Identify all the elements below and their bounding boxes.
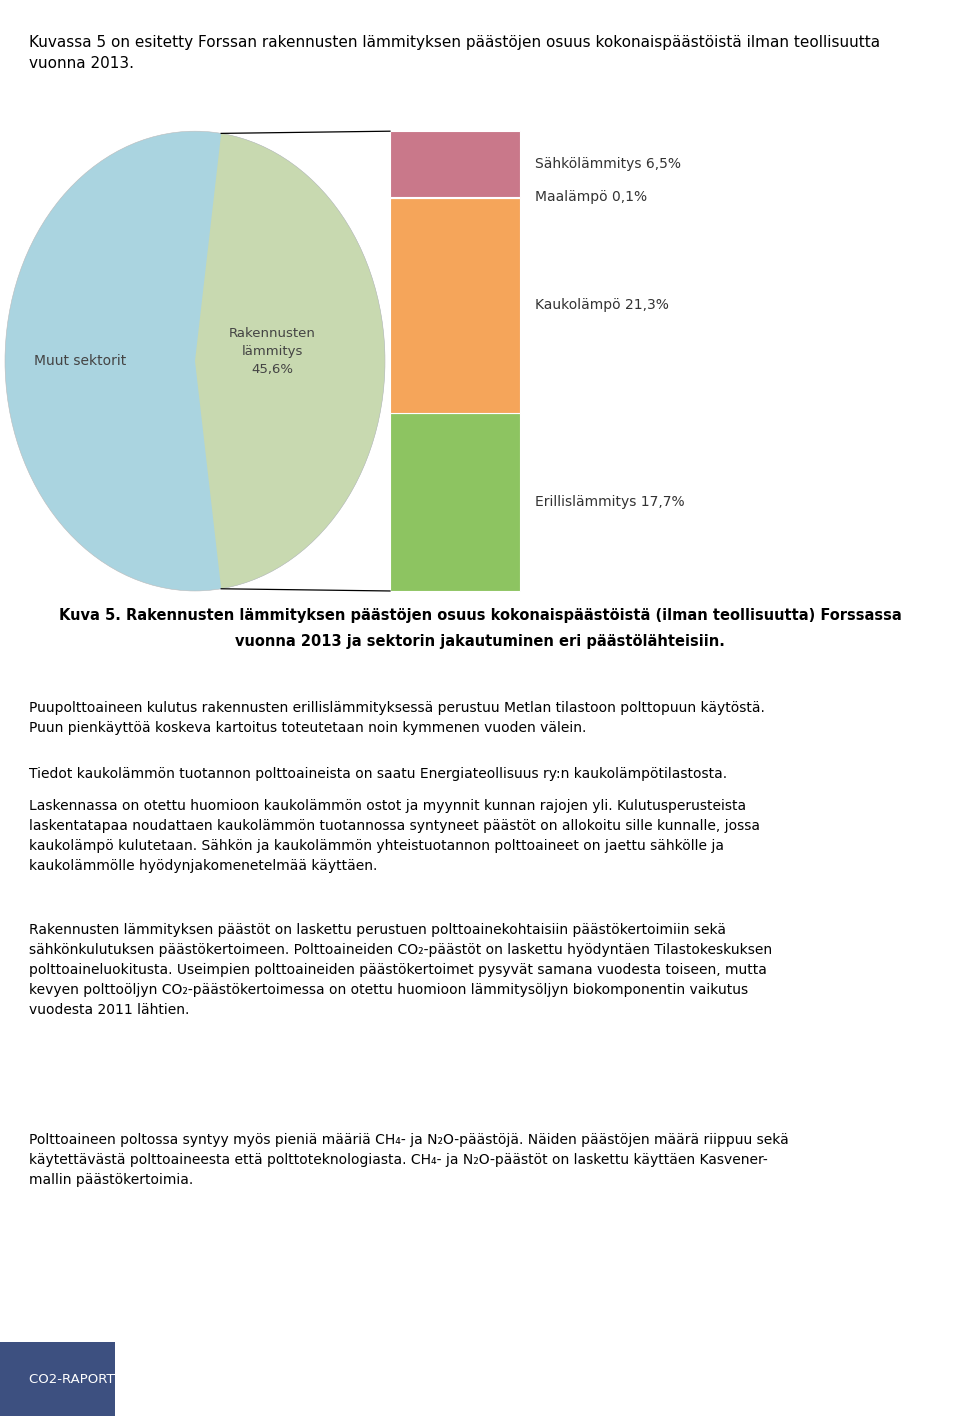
- Bar: [0, 1342, 115, 1416]
- Bar: [390, 198, 520, 412]
- PathPatch shape: [195, 133, 385, 589]
- Text: Rakennusten
lämmitys
45,6%: Rakennusten lämmitys 45,6%: [228, 327, 316, 375]
- Text: Rakennusten lämmityksen päästöt on laskettu perustuen polttoainekohtaisiin pääst: Rakennusten lämmityksen päästöt on laske…: [29, 923, 772, 1018]
- Text: CO2-RAPORTTI  |  BENVIROC OY 2015: CO2-RAPORTTI | BENVIROC OY 2015: [29, 1372, 276, 1386]
- Text: 18: 18: [893, 1365, 931, 1393]
- Text: Erillislämmitys 17,7%: Erillislämmitys 17,7%: [535, 494, 684, 508]
- Text: Polttoaineen poltossa syntyy myös pieniä määriä CH₄- ja N₂O-päästöjä. Näiden pää: Polttoaineen poltossa syntyy myös pieniä…: [29, 1133, 788, 1187]
- Text: Muut sektorit: Muut sektorit: [34, 354, 126, 368]
- Text: Maalämpö 0,1%: Maalämpö 0,1%: [535, 190, 647, 204]
- Text: Kaukolämpö 21,3%: Kaukolämpö 21,3%: [535, 299, 669, 312]
- Text: Puupolttoaineen kulutus rakennusten erillislämmityksessä perustuu Metlan tilasto: Puupolttoaineen kulutus rakennusten eril…: [29, 701, 765, 735]
- Ellipse shape: [5, 132, 385, 590]
- Text: Kuvassa 5 on esitetty Forssan rakennusten lämmityksen päästöjen osuus kokonaispä: Kuvassa 5 on esitetty Forssan rakennuste…: [29, 35, 880, 71]
- Bar: [390, 412, 520, 590]
- Text: Kuva 5. Rakennusten lämmityksen päästöjen osuus kokonaispäästöistä (ilman teolli: Kuva 5. Rakennusten lämmityksen päästöje…: [59, 607, 901, 623]
- Text: Sähkölämmitys 6,5%: Sähkölämmitys 6,5%: [535, 157, 681, 171]
- Bar: [390, 132, 520, 197]
- Text: Tiedot kaukolämmön tuotannon polttoaineista on saatu Energiateollisuus ry:n kauk: Tiedot kaukolämmön tuotannon polttoainei…: [29, 767, 727, 782]
- Text: vuonna 2013 ja sektorin jakautuminen eri päästölähteisiin.: vuonna 2013 ja sektorin jakautuminen eri…: [235, 633, 725, 649]
- Text: Laskennassa on otettu huomioon kaukolämmön ostot ja myynnit kunnan rajojen yli. : Laskennassa on otettu huomioon kaukolämm…: [29, 799, 759, 872]
